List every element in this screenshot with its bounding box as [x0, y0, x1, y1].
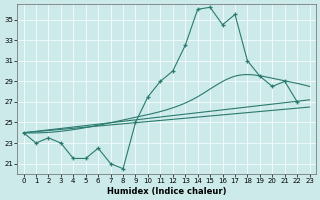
- X-axis label: Humidex (Indice chaleur): Humidex (Indice chaleur): [107, 187, 226, 196]
